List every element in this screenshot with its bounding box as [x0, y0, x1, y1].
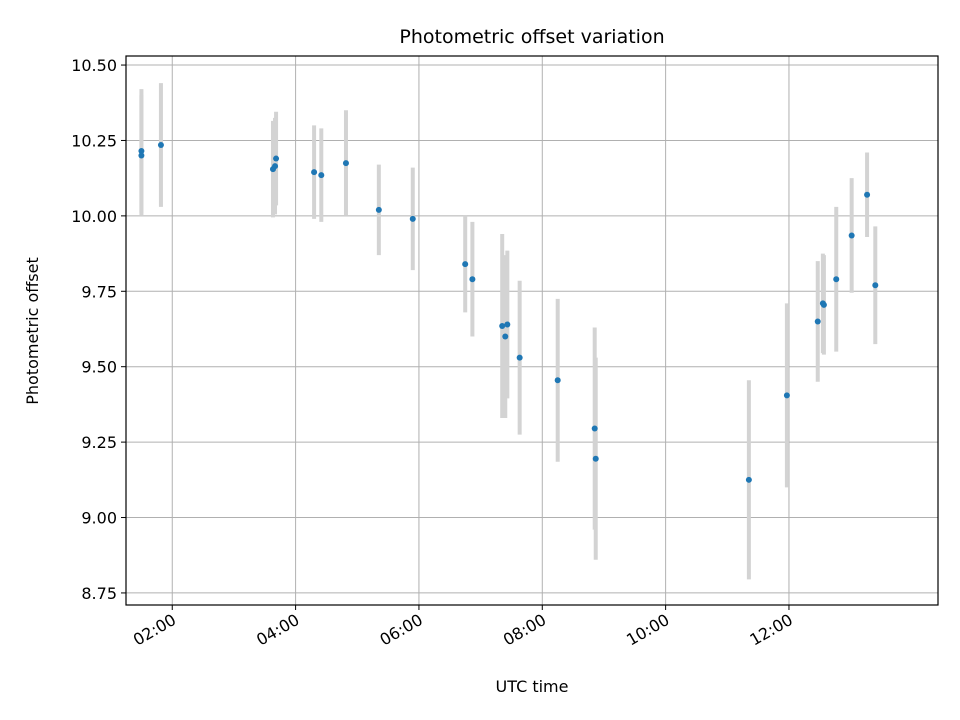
- y-tick-label: 9.50: [81, 358, 117, 377]
- data-point: [462, 261, 469, 268]
- data-point: [502, 333, 509, 340]
- data-point: [814, 318, 821, 325]
- data-point: [820, 301, 827, 308]
- data-point: [469, 276, 476, 283]
- data-point: [342, 160, 349, 167]
- data-point: [157, 141, 164, 148]
- data-point: [138, 148, 145, 155]
- data-point: [504, 321, 511, 328]
- data-point: [872, 282, 879, 289]
- data-point: [591, 425, 598, 432]
- data-point: [273, 155, 280, 162]
- chart-title: Photometric offset variation: [399, 26, 664, 48]
- plot-frame: [125, 55, 939, 606]
- data-point: [833, 276, 840, 283]
- data-point: [783, 392, 790, 399]
- data-point: [554, 377, 561, 384]
- data-point: [318, 172, 325, 179]
- y-tick-label: 10.50: [71, 56, 117, 75]
- grid-layer: [126, 56, 938, 605]
- y-tick-label: 9.75: [81, 282, 117, 301]
- y-tick-label: 10.25: [71, 131, 117, 150]
- data-point: [592, 455, 599, 462]
- data-point: [272, 163, 279, 170]
- x-axis-label: UTC time: [496, 677, 569, 696]
- data-point: [848, 232, 855, 239]
- data-point: [499, 322, 506, 329]
- y-tick-label: 10.00: [71, 207, 117, 226]
- y-tick-label: 9.00: [81, 509, 117, 528]
- data-point: [745, 476, 752, 483]
- data-point: [516, 354, 523, 361]
- data-point: [864, 191, 871, 198]
- data-point: [138, 152, 145, 159]
- data-point: [311, 169, 318, 176]
- point-layer: [138, 141, 879, 483]
- data-point: [375, 206, 382, 213]
- data-point: [409, 215, 416, 222]
- y-tick-label: 9.25: [81, 433, 117, 452]
- y-axis-label: Photometric offset: [23, 257, 42, 405]
- y-tick-label: 8.75: [81, 584, 117, 603]
